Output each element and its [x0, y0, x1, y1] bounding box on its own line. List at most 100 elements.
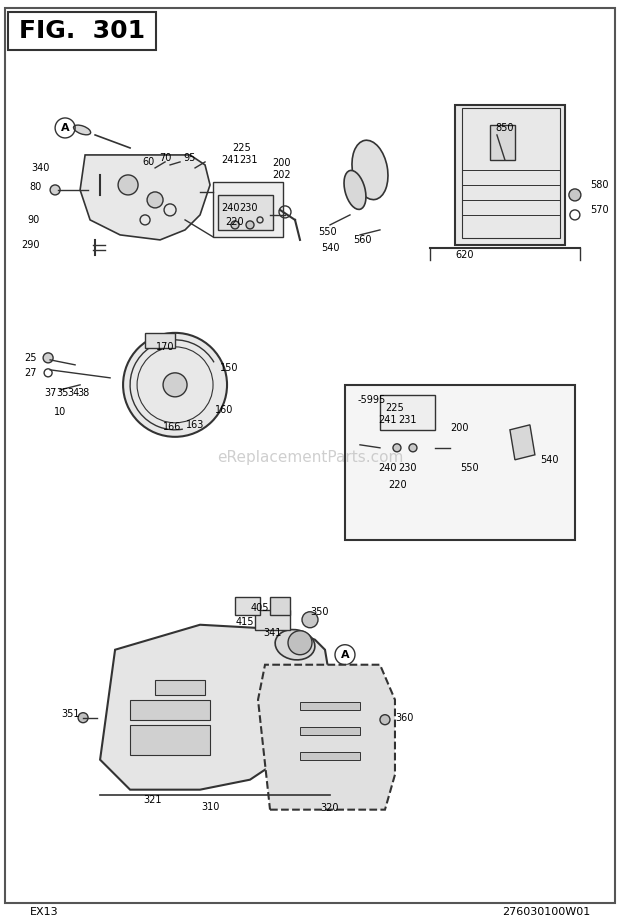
Text: 405: 405 — [250, 603, 269, 612]
Text: 10: 10 — [54, 407, 66, 417]
Text: 341: 341 — [263, 628, 281, 638]
Text: 321: 321 — [143, 795, 161, 805]
Text: 37: 37 — [44, 387, 56, 397]
Circle shape — [50, 185, 60, 195]
Ellipse shape — [344, 171, 366, 209]
Text: 225: 225 — [232, 143, 251, 153]
Text: 220: 220 — [226, 217, 244, 227]
Bar — [300, 727, 360, 734]
Polygon shape — [80, 155, 210, 240]
Text: 231: 231 — [399, 415, 417, 425]
Text: 200: 200 — [450, 423, 469, 432]
Text: 230: 230 — [239, 203, 257, 213]
Text: 231: 231 — [239, 155, 257, 165]
Text: 310: 310 — [201, 801, 219, 812]
Text: 340: 340 — [32, 162, 50, 173]
Text: 540: 540 — [321, 243, 339, 252]
Text: 34: 34 — [67, 387, 79, 397]
Circle shape — [43, 353, 53, 363]
Text: 38: 38 — [77, 387, 89, 397]
Circle shape — [231, 221, 239, 229]
Bar — [213, 182, 283, 237]
Text: 150: 150 — [220, 363, 239, 373]
Bar — [130, 724, 210, 755]
Text: 241: 241 — [379, 415, 397, 425]
Bar — [455, 105, 565, 245]
Bar — [8, 12, 156, 50]
Text: 360: 360 — [395, 712, 414, 722]
Text: 350: 350 — [311, 607, 329, 617]
Circle shape — [393, 443, 401, 452]
Text: 225: 225 — [386, 403, 404, 413]
Bar — [235, 597, 260, 615]
Text: 70: 70 — [159, 153, 171, 162]
Circle shape — [246, 221, 254, 229]
Circle shape — [123, 333, 227, 437]
Circle shape — [163, 373, 187, 397]
Bar — [145, 333, 175, 348]
Text: 200: 200 — [272, 158, 291, 168]
Text: 25: 25 — [24, 353, 37, 363]
Circle shape — [288, 631, 312, 655]
Circle shape — [302, 611, 318, 628]
Bar — [380, 395, 435, 430]
Circle shape — [569, 189, 581, 201]
Text: A: A — [340, 650, 349, 660]
Bar — [155, 679, 205, 695]
Bar — [300, 701, 360, 710]
Bar — [255, 610, 290, 630]
Text: 60: 60 — [142, 157, 154, 167]
Text: 620: 620 — [456, 250, 474, 260]
Polygon shape — [258, 665, 395, 810]
Text: 240: 240 — [379, 463, 397, 473]
Ellipse shape — [275, 630, 315, 660]
Text: EX13: EX13 — [30, 907, 59, 916]
Text: 415: 415 — [236, 617, 254, 627]
Text: 540: 540 — [540, 454, 559, 465]
Bar — [345, 385, 575, 540]
Circle shape — [147, 192, 163, 207]
Bar — [130, 700, 210, 720]
Text: 241: 241 — [221, 155, 239, 165]
Text: 166: 166 — [163, 422, 181, 431]
Text: 160: 160 — [215, 405, 233, 415]
Text: 560: 560 — [353, 235, 371, 245]
Ellipse shape — [74, 125, 91, 135]
Polygon shape — [510, 425, 535, 460]
Text: 320: 320 — [321, 802, 339, 812]
Text: eReplacementParts.com: eReplacementParts.com — [217, 451, 403, 465]
Circle shape — [409, 443, 417, 452]
Text: 570: 570 — [590, 205, 608, 215]
Text: 230: 230 — [399, 463, 417, 473]
Text: 220: 220 — [389, 480, 407, 490]
Text: 27: 27 — [24, 368, 37, 378]
Text: 580: 580 — [590, 180, 608, 190]
Text: 170: 170 — [156, 341, 174, 352]
Text: 276030100W01: 276030100W01 — [502, 907, 590, 916]
Text: 550: 550 — [461, 463, 479, 473]
Text: A: A — [61, 123, 69, 133]
Text: 35: 35 — [56, 387, 68, 397]
Text: 550: 550 — [319, 227, 337, 237]
Text: 850: 850 — [495, 123, 514, 133]
Text: 80: 80 — [30, 182, 42, 192]
Ellipse shape — [352, 140, 388, 199]
Bar — [490, 125, 515, 160]
Text: 351: 351 — [61, 709, 79, 719]
Text: FIG.  301: FIG. 301 — [19, 19, 145, 43]
Bar — [218, 195, 273, 230]
Bar — [300, 752, 360, 760]
Text: 240: 240 — [221, 203, 239, 213]
Text: 90: 90 — [28, 215, 40, 225]
Text: 95: 95 — [184, 153, 197, 162]
Bar — [462, 108, 560, 238]
Circle shape — [380, 715, 390, 724]
Polygon shape — [100, 625, 330, 789]
Text: -5995: -5995 — [358, 395, 386, 405]
Bar — [270, 597, 290, 615]
Text: 163: 163 — [186, 420, 204, 430]
Circle shape — [78, 712, 88, 722]
Text: 202: 202 — [272, 170, 291, 180]
Circle shape — [118, 175, 138, 195]
Text: 290: 290 — [22, 240, 40, 250]
